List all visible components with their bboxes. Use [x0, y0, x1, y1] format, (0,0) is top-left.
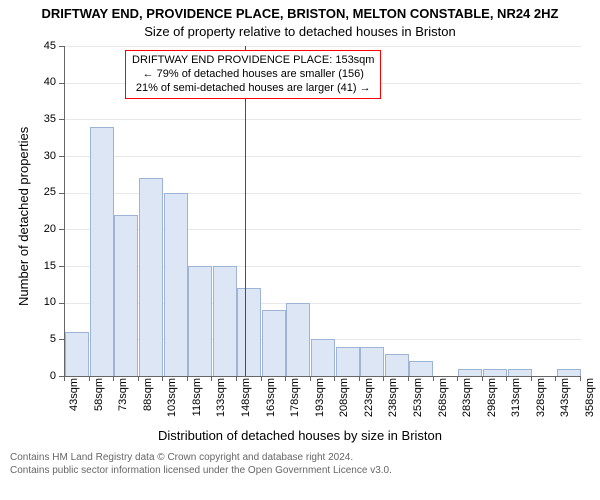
x-tick [506, 376, 507, 381]
y-tick [59, 229, 64, 230]
x-axis-label: Distribution of detached houses by size … [0, 428, 600, 443]
y-tick [59, 193, 64, 194]
histogram-bar [114, 215, 138, 376]
y-tick-label: 35 [32, 113, 56, 125]
histogram-bar [213, 266, 237, 376]
annotation-line: DRIFTWAY END PROVIDENCE PLACE: 153sqm [132, 54, 374, 68]
histogram-bar [237, 288, 261, 376]
y-tick [59, 119, 64, 120]
x-tick-label: 253sqm [412, 378, 424, 424]
y-tick-label: 30 [32, 150, 56, 162]
x-tick [433, 376, 434, 381]
x-tick [383, 376, 384, 381]
x-tick [211, 376, 212, 381]
x-tick [359, 376, 360, 381]
histogram-bar [385, 354, 409, 376]
x-tick [285, 376, 286, 381]
x-tick-label: 193sqm [314, 378, 326, 424]
y-tick [59, 339, 64, 340]
gridline [65, 156, 581, 157]
x-tick-label: 328sqm [535, 378, 547, 424]
x-tick [138, 376, 139, 381]
y-tick [59, 83, 64, 84]
y-tick [59, 266, 64, 267]
histogram-bar [336, 347, 360, 376]
histogram-bar [409, 361, 433, 376]
y-tick-label: 5 [32, 333, 56, 345]
x-tick [261, 376, 262, 381]
y-tick [59, 303, 64, 304]
x-tick-label: 313sqm [510, 378, 522, 424]
x-tick [408, 376, 409, 381]
histogram-bar [262, 310, 286, 376]
x-tick-label: 238sqm [387, 378, 399, 424]
gridline [65, 119, 581, 120]
histogram-bar [90, 127, 114, 376]
histogram-bar [483, 369, 507, 376]
x-tick-label: 358sqm [584, 378, 596, 424]
x-tick [89, 376, 90, 381]
x-tick-label: 148sqm [240, 378, 252, 424]
x-tick [64, 376, 65, 381]
x-tick [482, 376, 483, 381]
x-tick-label: 103sqm [166, 378, 178, 424]
x-tick-label: 283sqm [461, 378, 473, 424]
x-tick-label: 133sqm [215, 378, 227, 424]
x-tick [162, 376, 163, 381]
y-tick-label: 20 [32, 223, 56, 235]
x-tick-label: 343sqm [559, 378, 571, 424]
y-tick [59, 156, 64, 157]
x-tick-label: 88sqm [142, 378, 154, 424]
x-tick-label: 58sqm [93, 378, 105, 424]
annotation-line: 21% of semi-detached houses are larger (… [132, 82, 374, 96]
x-tick-label: 43sqm [68, 378, 80, 424]
x-tick [187, 376, 188, 381]
histogram-bar [139, 178, 163, 376]
y-tick-label: 10 [32, 296, 56, 308]
chart-container: DRIFTWAY END, PROVIDENCE PLACE, BRISTON,… [0, 0, 600, 500]
histogram-bar [188, 266, 212, 376]
x-tick-label: 268sqm [437, 378, 449, 424]
y-tick [59, 46, 64, 47]
x-tick-label: 73sqm [117, 378, 129, 424]
x-tick-label: 118sqm [191, 378, 203, 424]
histogram-bar [360, 347, 384, 376]
y-tick-label: 45 [32, 40, 56, 52]
histogram-bar [311, 339, 335, 376]
y-tick-label: 25 [32, 186, 56, 198]
annotation-line: ← 79% of detached houses are smaller (15… [132, 68, 374, 82]
histogram-bar [65, 332, 89, 376]
x-tick-label: 178sqm [289, 378, 301, 424]
histogram-bar [508, 369, 532, 376]
footer-line-1: Contains HM Land Registry data © Crown c… [10, 452, 392, 465]
histogram-bar [164, 193, 188, 376]
x-tick [555, 376, 556, 381]
annotation-box: DRIFTWAY END PROVIDENCE PLACE: 153sqm← 7… [125, 50, 381, 99]
y-tick-label: 40 [32, 76, 56, 88]
chart-subtitle: Size of property relative to detached ho… [0, 24, 600, 39]
footer-line-2: Contains public sector information licen… [10, 465, 392, 478]
histogram-bar [458, 369, 482, 376]
y-axis-label: Number of detached properties [16, 127, 31, 306]
x-tick-label: 223sqm [363, 378, 375, 424]
histogram-bar [557, 369, 581, 376]
x-tick [531, 376, 532, 381]
footer-credits: Contains HM Land Registry data © Crown c… [10, 452, 392, 477]
y-tick-label: 0 [32, 370, 56, 382]
x-tick-label: 163sqm [265, 378, 277, 424]
x-tick [580, 376, 581, 381]
x-tick [310, 376, 311, 381]
y-tick-label: 15 [32, 260, 56, 272]
x-tick [334, 376, 335, 381]
x-tick [113, 376, 114, 381]
gridline [65, 46, 581, 47]
chart-title: DRIFTWAY END, PROVIDENCE PLACE, BRISTON,… [0, 6, 600, 21]
x-tick [236, 376, 237, 381]
x-tick-label: 208sqm [338, 378, 350, 424]
x-tick [457, 376, 458, 381]
histogram-bar [286, 303, 310, 376]
x-tick-label: 298sqm [486, 378, 498, 424]
plot-area: DRIFTWAY END PROVIDENCE PLACE: 153sqm← 7… [64, 46, 581, 377]
